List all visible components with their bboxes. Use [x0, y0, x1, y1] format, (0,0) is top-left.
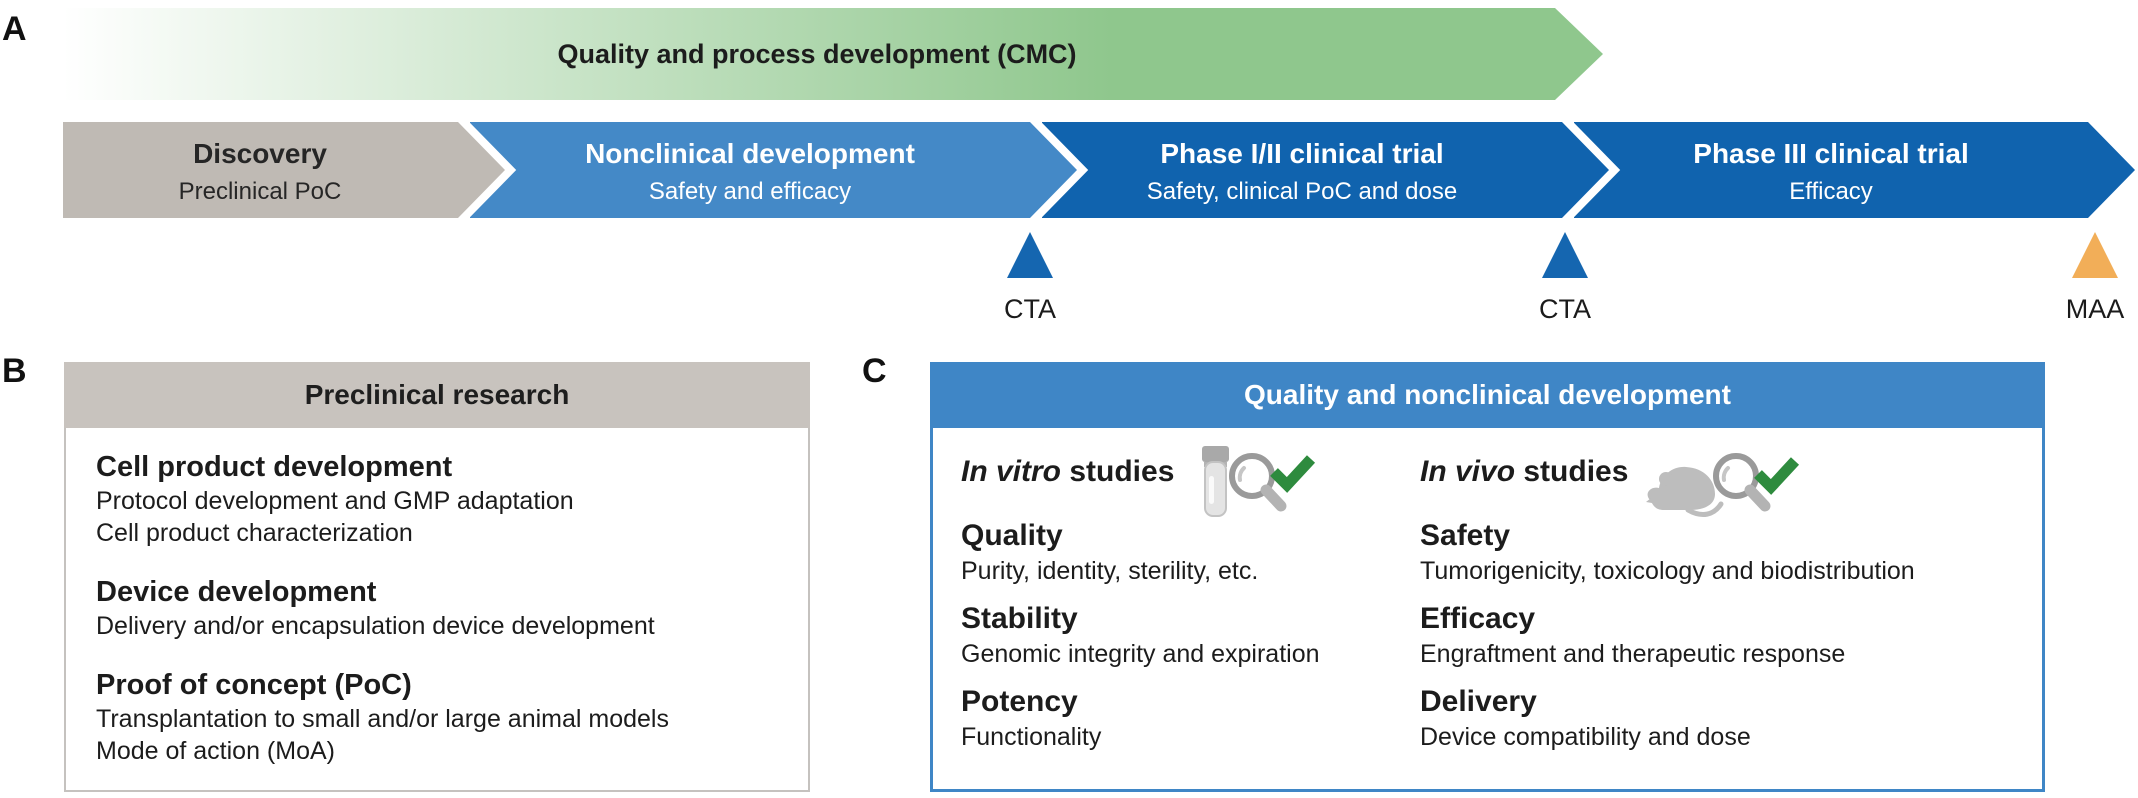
mouse-magnifier-check-icon: [1646, 453, 1800, 518]
check-icon: [1270, 455, 1316, 493]
milestone-triangle-maa: [2072, 232, 2118, 278]
cmc-arrow-label: Quality and process development (CMC): [557, 39, 1076, 69]
cmc-arrow: [63, 8, 1603, 100]
milestone-label-cta1: CTA: [1004, 294, 1056, 324]
panel-b-body: Cell product development Protocol develo…: [64, 428, 810, 792]
vial-magnifier-check-icon: [1202, 446, 1316, 517]
in-vitro-title-rest: studies: [1061, 455, 1175, 488]
milestone-label-cta2: CTA: [1539, 294, 1591, 324]
c-heading-delivery: Delivery: [1420, 685, 1537, 718]
milestone-triangle-cta1: [1007, 232, 1053, 278]
stage-subtitle-nonclinical: Safety and efficacy: [649, 178, 851, 205]
section-line: Cell product characterization: [96, 519, 413, 547]
in-vitro-column: In vitro studies: [961, 440, 1420, 789]
section-line: Protocol development and GMP adaptation: [96, 487, 574, 515]
section-line: Delivery and/or encapsulation device dev…: [96, 612, 655, 640]
c-line: Device compatibility and dose: [1420, 723, 1751, 751]
stage-title-phase12: Phase I/II clinical trial: [1160, 138, 1443, 169]
c-heading-potency: Potency: [961, 685, 1078, 718]
c-heading-efficacy: Efficacy: [1420, 602, 1536, 635]
in-vitro-title-row: In vitro studies: [961, 440, 1420, 517]
milestone-triangle-cta2: [1542, 232, 1588, 278]
in-vivo-title-italic: In vivo: [1420, 455, 1516, 488]
panel-c-box: Quality and nonclinical development In v…: [930, 362, 2045, 792]
in-vitro-title: In vitro studies: [961, 455, 1174, 489]
stage-subtitle-discovery: Preclinical PoC: [179, 178, 342, 205]
panel-c-body: In vitro studies: [930, 428, 2045, 792]
section-heading-cell-product: Cell product development: [96, 451, 453, 483]
in-vivo-title-row: In vivo studies: [1420, 440, 2042, 518]
panel-c-header: Quality and nonclinical development: [930, 362, 2045, 428]
magnifier-icon: [1229, 453, 1287, 512]
c-line: Functionality: [961, 723, 1102, 751]
c-heading-stability: Stability: [961, 602, 1078, 635]
section-line: Transplantation to small and/or large an…: [96, 705, 669, 733]
c-heading-safety: Safety: [1420, 519, 1511, 552]
section-heading-device-development: Device development: [96, 576, 377, 608]
stage-arrow-discovery: [55, 114, 517, 226]
stage-title-discovery: Discovery: [193, 138, 327, 169]
in-vivo-column: In vivo studies Safety: [1420, 440, 2042, 789]
milestone-label-maa: MAA: [2066, 294, 2125, 324]
c-line: Purity, identity, sterility, etc.: [961, 557, 1259, 585]
in-vitro-title-italic: In vitro: [961, 455, 1062, 488]
stage-title-nonclinical: Nonclinical development: [585, 138, 915, 169]
panel-b-header: Preclinical research: [64, 362, 810, 428]
check-icon: [1754, 457, 1800, 495]
stage-subtitle-phase3: Efficacy: [1789, 178, 1873, 205]
panel-a-timeline: A Quality and process development (CMC) …: [2, 8, 2138, 324]
stage-subtitle-phase12: Safety, clinical PoC and dose: [1147, 178, 1457, 205]
magnifier-icon: [1713, 453, 1771, 512]
in-vivo-title-rest: studies: [1515, 455, 1629, 488]
c-line: Genomic integrity and expiration: [961, 640, 1320, 668]
in-vivo-title: In vivo studies: [1420, 455, 1628, 489]
panel-c-label: C: [862, 352, 887, 390]
stage-title-phase3: Phase III clinical trial: [1693, 138, 1968, 169]
c-line: Engraftment and therapeutic response: [1420, 640, 1846, 668]
c-heading-quality: Quality: [961, 519, 1063, 552]
panel-b-box: Preclinical research Cell product develo…: [64, 362, 810, 792]
section-heading-proof-of-concept: Proof of concept (PoC): [96, 669, 412, 701]
c-line: Tumorigenicity, toxicology and biodistri…: [1420, 557, 1915, 585]
panel-b-label: B: [2, 352, 27, 390]
section-line: Mode of action (MoA): [96, 737, 335, 765]
mouse-icon: [1646, 466, 1724, 518]
panel-a-label: A: [2, 10, 27, 48]
vial-icon: [1202, 446, 1230, 517]
